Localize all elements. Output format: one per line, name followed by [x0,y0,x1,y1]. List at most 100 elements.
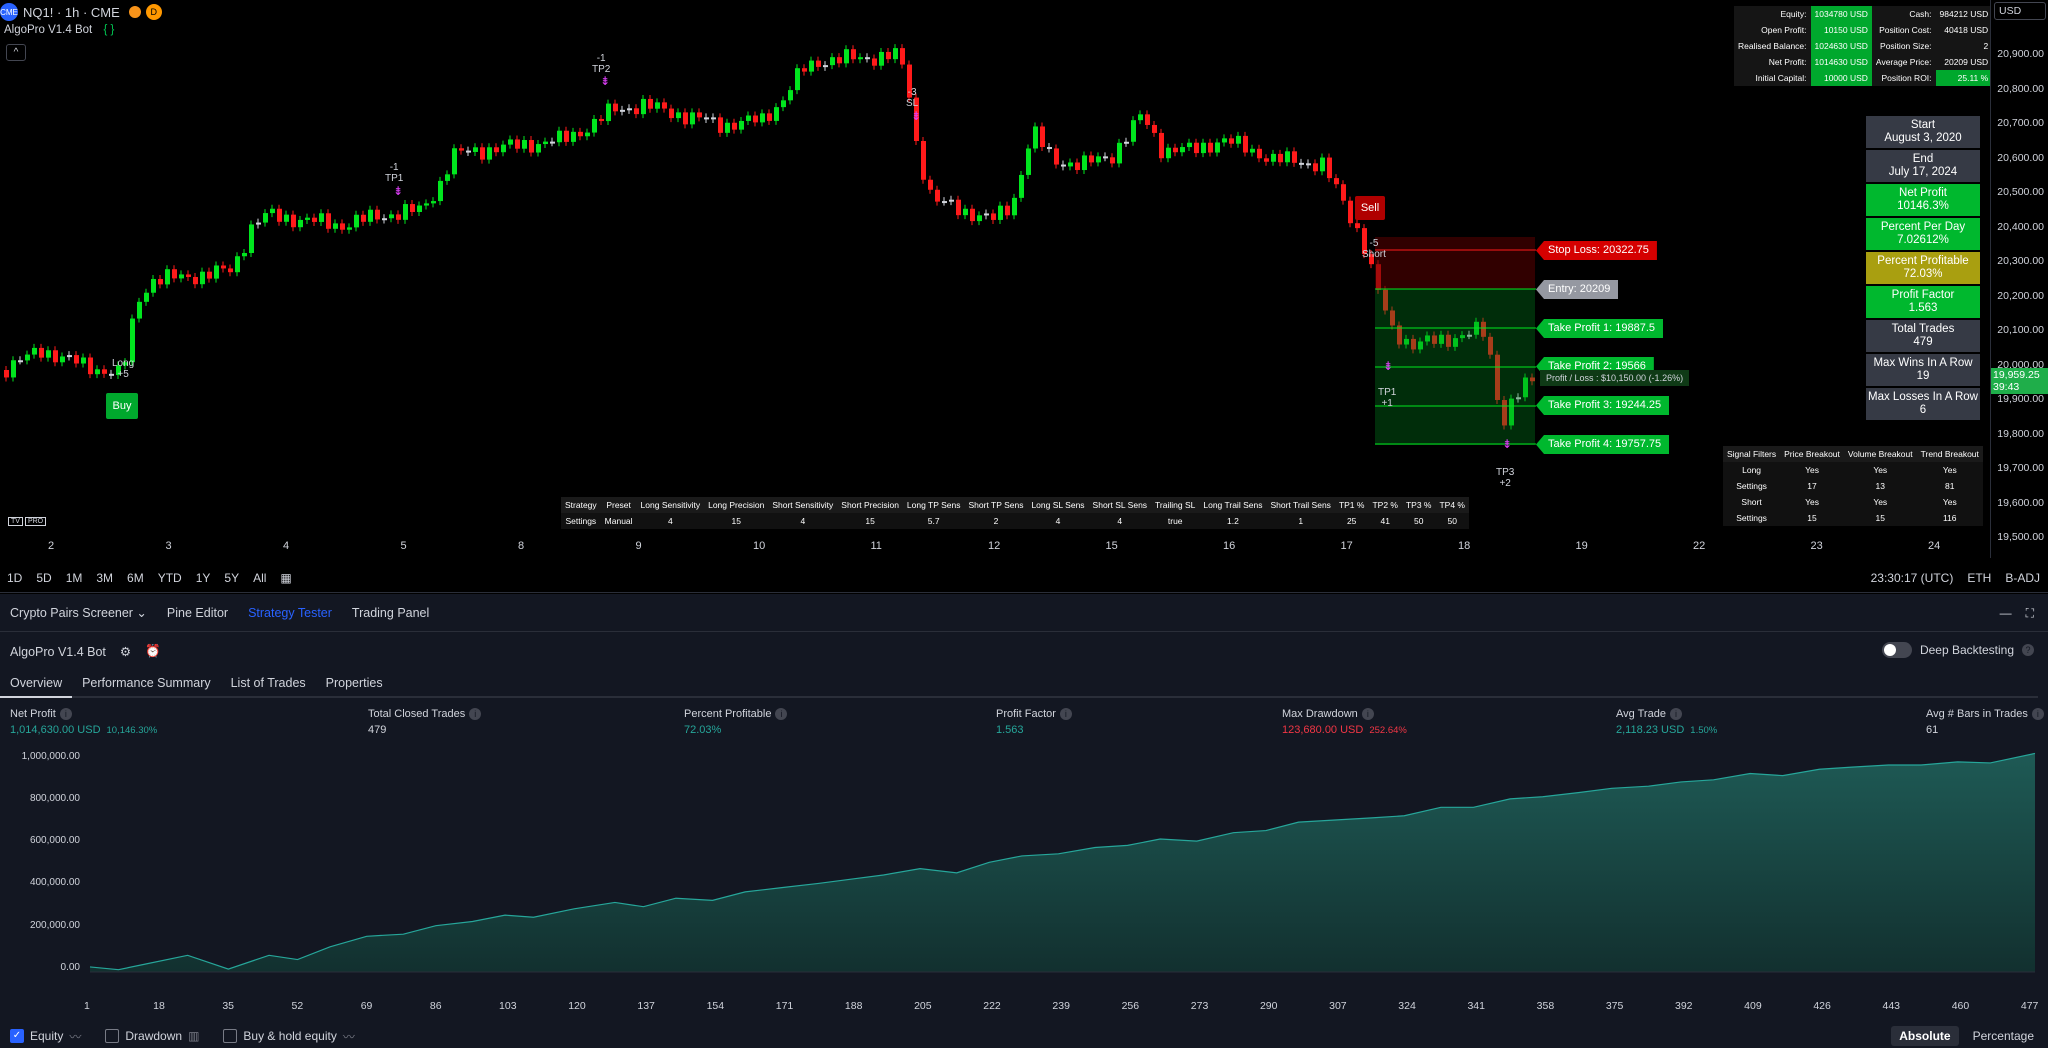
indicator-legend[interactable]: AlgoPro V1.4 Bot { } [4,24,114,36]
price-axis[interactable]: USD 20,900.00 20,800.00 20,700.00 20,600.00… [1990,0,2048,558]
subtab[interactable]: List of Trades [230,676,306,690]
long-entry-label: Long +5 [112,358,135,380]
table-cell: 15 [837,513,903,529]
info-icon[interactable]: i [1361,708,1374,720]
range-1m[interactable]: 1M [65,570,83,585]
table-cell: 17 [1780,478,1844,494]
performance-stat-panel: Start August 3, 2020 End July 17, 2024 Net P… [1866,116,1980,422]
stat-box: Total Trades 479 [1866,320,1980,352]
price-tick-label: 20,400.00 [1997,220,2044,233]
stat-cell: 1014630 USD [1810,54,1872,70]
range-5d[interactable]: 5D [36,570,52,585]
symbol-header[interactable]: CME NQ1! · 1h · CME D [0,3,162,21]
metric-title: Avg Trade i [1616,708,1717,720]
range-5y[interactable]: 5Y [224,570,240,585]
settings-loop-icon[interactable]: { } [103,24,115,36]
short-entry-label: -5 Short [1362,238,1386,260]
metric-card: Net Profit i 1,014,630.00 USD 10,146.30% [10,708,157,736]
table-cell: Long [1723,462,1781,478]
equity-chart[interactable] [0,744,2048,1000]
market-status-icon [128,6,141,18]
currency-selector[interactable]: USD [1994,2,2046,20]
time-tick-label: 22 [1693,540,1706,552]
price-chart[interactable]: ⇟ ⇟ ⇟ ⇟ ⇟ CME NQ1! · 1h · CME D AlgoPro V1.4… [0,0,2048,558]
metric-value-text: 1,014,630.00 USD [10,724,101,736]
calendar-range-icon[interactable]: ▦ [280,570,292,585]
price-tick-label: 19,600.00 [1997,496,2044,509]
candlestick-series[interactable]: ⇟ ⇟ ⇟ ⇟ ⇟ [0,0,1990,540]
equity-x-tick: 120 [568,1000,586,1012]
stat-cell: 40418 USD [1935,22,1993,38]
table-row: Strategy Preset Long Sensitivity Long Preci… [561,497,1469,513]
percentage-mode-button[interactable]: Percentage [1972,1029,2034,1043]
equity-x-tick: 103 [499,1000,517,1012]
time-tick-label: 9 [635,540,642,552]
tp1-short-marker-label: TP1 +1 [1378,387,1397,409]
metric-value-text: 2,118.23 USD [1616,724,1685,736]
minimize-icon[interactable]: — [1999,606,2012,620]
table-cell: 50 [1401,513,1436,529]
equity-x-tick: 171 [775,1000,794,1012]
subtab[interactable]: Overview [0,670,73,698]
maximize-icon[interactable]: ⛶ [2025,606,2034,620]
drawdown-checkbox[interactable] [105,1029,120,1043]
panel-tab[interactable]: Trading Panel [351,605,430,620]
table-cell: Yes [1916,494,1983,510]
deep-backtesting-toggle[interactable] [1881,642,1912,658]
info-icon[interactable]: i [59,708,72,720]
table-cell: Yes [1780,494,1844,510]
price-tick-label: 19,700.00 [1997,462,2044,474]
price-tick-label: 20,600.00 [1997,151,2044,164]
stat-box-title: Max Losses In A Row [1868,391,1978,403]
equity-line-icon: 〰 [69,1029,82,1044]
range-3m[interactable]: 3M [96,570,114,585]
range-1d[interactable]: 1D [7,570,23,585]
info-icon[interactable]: i [469,708,482,720]
range-all[interactable]: All [253,570,267,585]
indicator-name[interactable]: AlgoPro V1.4 Bot [4,24,93,36]
signal-filters-table: Signal Filters Price Breakout Volume Break… [1723,446,1983,526]
range-6m[interactable]: 6M [127,570,144,585]
time-tick-label: 24 [1928,540,1941,552]
info-icon[interactable]: i [775,708,788,720]
panel-tab[interactable]: Strategy Tester [248,605,332,620]
equity-y-tick: 400,000.00 [29,877,80,889]
adjustment-toggle[interactable]: B-ADJ [2005,571,2040,585]
equity-x-tick: 443 [1882,1000,1901,1012]
price-tick-label: 20,300.00 [1997,255,2044,267]
strategy-alert-icon[interactable]: ⏰ [145,644,161,658]
stat-row: Net Profit: 1014630 USD Average Price: 2020… [1734,54,1993,70]
table-cell: 13 [1843,478,1917,494]
range-ytd[interactable]: YTD [157,570,182,585]
panel-tab[interactable]: Pine Editor [166,605,229,620]
table-cell: Trailing SL [1151,497,1200,513]
info-icon[interactable]: ? [2022,644,2034,656]
equity-x-tick: 188 [844,1000,863,1012]
info-icon[interactable]: i [1669,708,1682,720]
collapse-legend-button[interactable]: ^ [6,44,26,61]
equity-x-tick: 460 [1951,1000,1970,1012]
session-toggle[interactable]: ETH [1967,571,1992,585]
strategy-settings-icon[interactable]: ⚙ [119,645,132,659]
subtab[interactable]: Performance Summary [82,676,211,690]
equity-checkbox[interactable]: ✓ [10,1029,24,1043]
equity-x-tick: 477 [2020,1000,2039,1012]
info-icon[interactable]: i [2031,708,2044,720]
info-icon[interactable]: i [1059,708,1072,720]
deep-backtesting-control[interactable]: Deep Backtesting ? [1881,642,2034,658]
take-profit-4-label: Take Profit 4: 19757.75 [1536,435,1670,454]
symbol-title[interactable]: NQ1! · 1h · CME [23,4,120,20]
table-cell: 41 [1368,513,1402,529]
panel-tab[interactable]: Crypto Pairs Screener ⌄ [10,606,147,620]
buy-hold-checkbox[interactable] [223,1029,238,1043]
table-cell: Trend Breakout [1916,446,1983,462]
subtab[interactable]: Properties [325,676,383,690]
table-row: Signal Filters Price Breakout Volume Break… [1723,446,1983,462]
table-cell: Yes [1843,494,1917,510]
absolute-mode-button[interactable]: Absolute [1891,1026,1959,1046]
clock-display[interactable]: 23:30:17 (UTC) [1870,571,1954,585]
range-1y[interactable]: 1Y [195,570,211,585]
table-cell: Yes [1916,462,1983,478]
table-cell: Yes [1843,462,1917,478]
